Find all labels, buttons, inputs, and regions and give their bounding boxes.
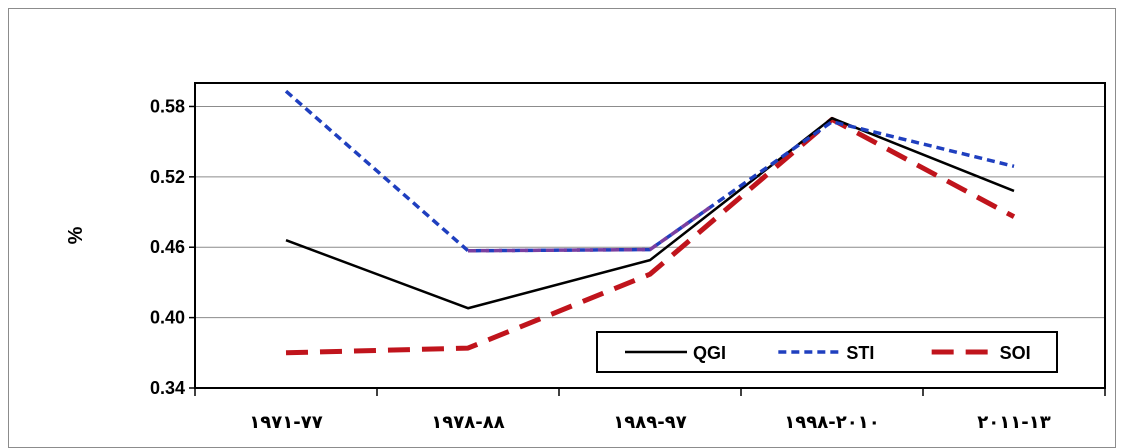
y-tick-label: 0.52 [150, 167, 185, 187]
legend-label-soi: SOI [1000, 343, 1031, 363]
x-tick-labels: ٧٧-١٩٧١ ٨٨-١٩٧٨ ٩٧-١٩٨٩ ٢٠١٠-١٩٩٨ ١٣-٢٠١١ [249, 412, 1050, 432]
y-tick-label: 0.40 [150, 308, 185, 328]
series-line-soi [285, 116, 1016, 356]
legend: QGI STI SOI [596, 331, 1058, 373]
x-tick-label: ٢٠١٠-١٩٩٨ [784, 412, 879, 432]
legend-label-qgi: QGI [693, 343, 726, 363]
x-tick-label: ٨٨-١٩٧٨ [431, 412, 504, 432]
legend-label-sti: STI [846, 343, 874, 363]
y-axis-label: % [65, 226, 87, 244]
y-tick-label: 0.34 [150, 378, 185, 398]
gridlines [195, 105, 1105, 319]
x-tick-label: ٩٧-١٩٨٩ [613, 412, 686, 432]
series-line-sti [284, 89, 1015, 253]
y-tick-label: 0.58 [150, 96, 185, 116]
plot-area [194, 82, 1106, 389]
series-line-overlap [467, 203, 715, 253]
y-tick-label: 0.46 [150, 237, 185, 257]
x-tick-label: ١٣-٢٠١١ [977, 412, 1050, 432]
line-chart: 0.34 0.40 0.46 0.52 0.58 ٧٧-١٩٧١ ٨٨-١٩٧٨ ٩٧-١٩… [65, 82, 1106, 432]
y-tick-labels: 0.34 0.40 0.46 0.52 0.58 [150, 96, 185, 398]
series-line-qgi [285, 116, 1015, 310]
series-overlay-anchor [286, 91, 832, 251]
series-lines [284, 89, 1016, 356]
x-tick-label: ٧٧-١٩٧١ [249, 412, 322, 432]
axis-ticks [189, 105, 1106, 396]
